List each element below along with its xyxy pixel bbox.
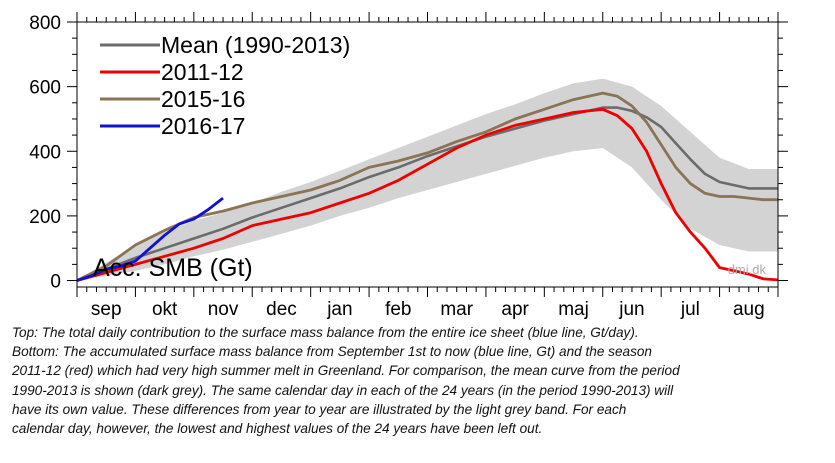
x-month-label: maj xyxy=(558,299,589,320)
x-month-label: jun xyxy=(618,299,644,320)
x-month-label: jul xyxy=(680,299,700,320)
watermark: dmi.dk xyxy=(728,262,767,277)
y-tick-label: 800 xyxy=(29,13,61,34)
variability-band xyxy=(77,78,778,281)
x-month-label: feb xyxy=(385,299,411,320)
line-2011-12 xyxy=(76,107,779,282)
legend-label-mean: Mean (1990-2013) xyxy=(161,32,350,58)
y-tick-label: 600 xyxy=(29,78,61,99)
plot-area xyxy=(76,78,779,282)
caption-line: 1990-2013 is shown (dark grey). The same… xyxy=(12,382,674,398)
x-month-label: mar xyxy=(440,299,473,320)
mean-line xyxy=(76,106,778,282)
legend-label-2015-16: 2015-16 xyxy=(161,86,245,112)
legend-label-2016-17: 2016-17 xyxy=(161,113,245,139)
caption-line: have its own value. These differences fr… xyxy=(12,401,627,417)
axes: 0 200 400 600 800 sep okt nov dec jan feb mar apr maj… xyxy=(29,12,788,320)
legend: Mean (1990-2013) 2011-12 2015-16 2016-17 xyxy=(100,32,350,139)
x-month-label: nov xyxy=(208,299,239,320)
x-month-label: apr xyxy=(501,299,529,320)
caption-line: Bottom: The accumulated surface mass bal… xyxy=(12,344,652,360)
y-tick-label: 400 xyxy=(29,142,61,163)
x-month-label: sep xyxy=(91,299,122,320)
x-month-label: okt xyxy=(152,299,178,320)
x-month-label: aug xyxy=(733,299,765,320)
x-month-label: dec xyxy=(266,299,297,320)
inner-axis-label: Acc. SMB (Gt) xyxy=(93,254,253,282)
x-month-label: jan xyxy=(326,299,352,320)
caption-line: Top: The total daily contribution to the… xyxy=(12,325,639,340)
caption-line: calendar day, however, the lowest and hi… xyxy=(12,421,543,437)
line-2016-17 xyxy=(76,196,224,282)
caption-line: 2011-12 (red) which had very high summer… xyxy=(12,363,680,379)
line-2015-16 xyxy=(76,91,778,282)
y-tick-label: 200 xyxy=(29,207,61,228)
legend-label-2011-12: 2011-12 xyxy=(161,59,244,85)
smb-chart: 0 200 400 600 800 sep okt nov dec jan feb mar apr maj… xyxy=(29,12,788,320)
figure-caption: Top: The total daily contribution to the… xyxy=(12,323,802,438)
y-tick-label: 0 xyxy=(50,272,61,293)
